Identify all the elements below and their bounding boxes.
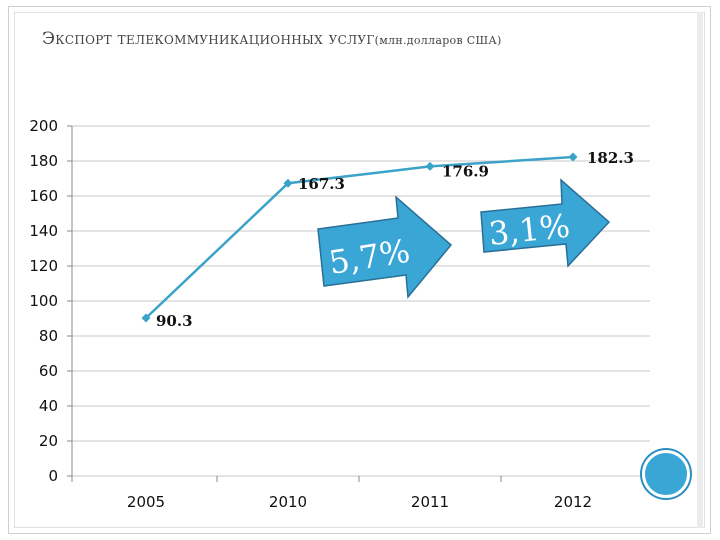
y-tick-label: 20 <box>39 432 58 450</box>
x-tick-label: 2005 <box>127 493 165 511</box>
growth-arrow <box>317 195 453 299</box>
title-sub: (млн.долларов США) <box>374 34 502 47</box>
data-point <box>283 178 293 188</box>
slide-frame-outer <box>8 6 711 534</box>
x-tick-label: 2011 <box>411 493 449 511</box>
y-tick-label: 140 <box>29 222 58 240</box>
slide-decoration-circle <box>642 450 690 498</box>
data-label: 167.3 <box>298 175 345 193</box>
x-tick-label: 2012 <box>554 493 592 511</box>
slide-frame-inner <box>14 12 705 528</box>
series-line <box>145 155 574 319</box>
y-tick-label: 200 <box>29 117 58 135</box>
y-tick-label: 120 <box>29 257 58 275</box>
y-tick-label: 80 <box>39 327 58 345</box>
growth-arrow-label: 3,1% <box>487 207 572 253</box>
y-tick-label: 160 <box>29 187 58 205</box>
x-tick-label: 2010 <box>269 493 307 511</box>
data-point <box>141 313 151 323</box>
y-tick-label: 100 <box>29 292 58 310</box>
title-main: Экспорт телекоммуникационных услуг <box>42 29 375 49</box>
y-tick-label: 0 <box>48 467 58 485</box>
slide-title: Экспорт телекоммуникационных услуг(млн.д… <box>42 24 662 56</box>
y-tick-label: 180 <box>29 152 58 170</box>
data-label: 182.3 <box>587 149 634 167</box>
slide-side-bar <box>697 12 703 528</box>
growth-arrow <box>480 178 611 268</box>
data-point <box>425 161 435 171</box>
y-tick-label: 40 <box>39 397 58 415</box>
y-tick-label: 60 <box>39 362 58 380</box>
data-label: 176.9 <box>442 162 489 180</box>
data-label: 90.3 <box>156 312 193 330</box>
data-point <box>568 152 578 162</box>
